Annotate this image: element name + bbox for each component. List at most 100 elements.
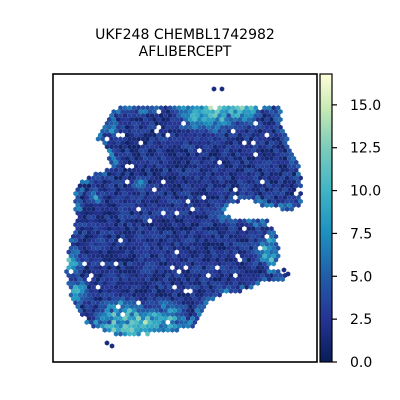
hex-spot xyxy=(253,269,258,275)
hex-spot xyxy=(158,175,164,181)
hex-spot xyxy=(266,175,272,181)
hex-spot xyxy=(242,109,247,115)
hex-spot xyxy=(113,128,119,134)
hex-spot xyxy=(89,179,94,185)
hex-spot xyxy=(248,237,254,243)
hex-spot xyxy=(194,222,200,228)
hex-spot xyxy=(210,179,216,185)
hex-spot xyxy=(66,249,71,255)
hex-spot xyxy=(147,304,153,310)
hex-spot xyxy=(197,218,202,224)
hex-spot xyxy=(255,257,261,263)
hex-spot xyxy=(248,183,254,189)
hex-spot xyxy=(244,136,249,142)
hex-spot xyxy=(287,202,292,208)
hex-spot xyxy=(208,230,213,236)
hex-spot xyxy=(278,171,283,177)
hex-spot xyxy=(264,124,270,130)
hex-spot xyxy=(248,128,254,134)
hex-spot xyxy=(246,226,252,232)
hex-spot xyxy=(275,159,281,165)
hex-spot xyxy=(118,300,123,306)
hex-spot xyxy=(174,148,180,154)
hex-spot xyxy=(199,128,204,134)
hex-spot xyxy=(194,300,200,306)
hex-spot xyxy=(203,136,209,142)
hex-spot xyxy=(84,179,89,185)
hex-spot xyxy=(208,214,213,220)
hex-spot xyxy=(86,308,92,314)
hex-spot xyxy=(100,300,105,306)
hex-spot xyxy=(167,198,173,204)
hex-spot xyxy=(167,300,173,306)
hex-spot xyxy=(120,179,125,185)
hex-spot xyxy=(192,202,198,208)
hex-spot xyxy=(210,132,216,138)
hex-spot xyxy=(129,218,135,224)
hex-spot xyxy=(109,128,114,134)
hex-spot xyxy=(208,222,213,228)
hex-spot xyxy=(190,284,195,290)
hex-spot xyxy=(183,140,189,146)
hex-spot xyxy=(221,175,227,181)
hex-spot xyxy=(251,241,256,247)
hex-spot xyxy=(98,249,103,255)
hex-spot xyxy=(282,194,288,201)
hex-spot xyxy=(111,327,116,333)
hex-spot xyxy=(262,167,267,173)
hex-spot xyxy=(224,187,229,193)
hex-spot xyxy=(147,202,153,208)
hex-spot xyxy=(118,206,123,212)
hex-spot xyxy=(93,319,98,325)
hex-spot xyxy=(152,171,157,177)
hex-spot xyxy=(264,148,270,154)
hex-spot xyxy=(102,304,107,310)
hex-spot xyxy=(176,152,182,158)
hex-spot xyxy=(181,237,186,243)
hex-spot xyxy=(273,249,279,255)
hex-spot xyxy=(163,300,168,306)
hex-spot xyxy=(152,304,157,310)
hex-spot xyxy=(158,284,164,290)
hex-spot xyxy=(230,152,236,158)
hex-spot xyxy=(228,124,234,130)
hex-spot xyxy=(221,253,227,259)
hex-spot xyxy=(154,222,159,228)
hex-spot xyxy=(134,233,139,240)
hex-spot xyxy=(152,218,157,224)
hex-spot xyxy=(149,206,155,212)
hex-spot xyxy=(260,140,265,146)
hex-spot xyxy=(131,323,137,329)
hex-spot xyxy=(91,222,96,228)
hex-spot xyxy=(221,206,227,212)
hex-spot xyxy=(138,202,144,208)
hex-spot xyxy=(271,261,276,267)
hex-spot xyxy=(251,233,256,240)
hex-spot xyxy=(129,171,135,177)
hex-spot xyxy=(210,265,216,271)
hex-spot xyxy=(82,230,87,236)
hex-spot xyxy=(275,269,281,275)
hex-spot xyxy=(143,140,148,146)
hex-spot xyxy=(77,300,83,306)
hex-spot xyxy=(212,222,218,228)
hex-spot xyxy=(298,198,303,204)
hex-spot xyxy=(167,315,173,321)
hex-spot xyxy=(118,284,123,290)
hex-spot xyxy=(208,253,213,259)
hex-spot xyxy=(210,171,216,177)
hex-spot xyxy=(136,276,141,282)
hex-spot xyxy=(278,116,283,123)
hex-spot xyxy=(188,233,193,240)
hex-spot xyxy=(235,136,240,142)
hex-spot xyxy=(239,152,245,158)
hex-spot xyxy=(201,265,207,271)
hex-spot xyxy=(221,120,227,126)
hex-spot xyxy=(194,292,200,298)
hex-spot xyxy=(143,210,148,216)
hex-spot xyxy=(75,288,80,294)
hex-spot xyxy=(208,261,213,267)
hex-spot xyxy=(120,194,125,201)
hex-spot xyxy=(197,249,202,255)
hex-spot xyxy=(71,296,76,302)
